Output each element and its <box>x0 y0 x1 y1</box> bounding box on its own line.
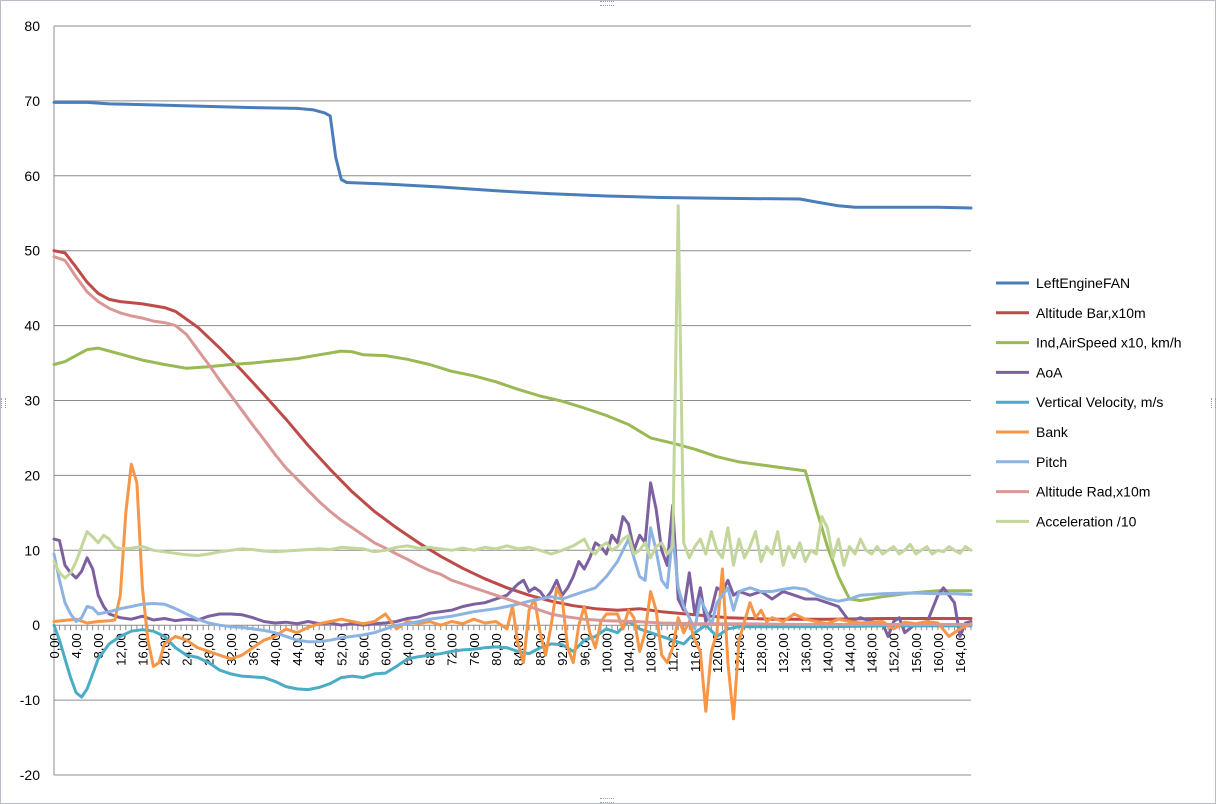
series-line-8 <box>52 204 973 580</box>
y-tick-label: 0 <box>32 617 40 633</box>
x-tick-label: 108,00 <box>644 633 659 673</box>
x-tick-label: 104,00 <box>622 633 637 673</box>
y-tick-label: 60 <box>24 168 40 184</box>
x-tick-label: 36,00 <box>246 633 261 666</box>
series-line-2 <box>52 346 973 602</box>
x-tick-label: 136,00 <box>798 633 813 673</box>
y-tick-label: -10 <box>20 692 40 708</box>
x-tick-label: 164,00 <box>953 633 968 673</box>
x-tick-label: 156,00 <box>909 633 924 673</box>
resize-handle-top[interactable] <box>600 1 614 6</box>
series-line-3 <box>52 481 973 638</box>
series-line-7 <box>52 255 973 626</box>
legend-label: Bank <box>1036 424 1069 440</box>
x-tick-label: 128,00 <box>754 633 769 673</box>
x-tick-label: 60,00 <box>378 633 393 666</box>
legend-label: Acceleration /10 <box>1036 513 1137 529</box>
legend-label: LeftEngineFAN <box>1036 275 1130 291</box>
y-tick-label: 40 <box>24 318 40 334</box>
x-tick-label: 116,00 <box>688 633 703 672</box>
x-tick-label: 4,00 <box>69 633 84 658</box>
legend-label: Ind,AirSpeed x10, km/h <box>1036 335 1182 351</box>
legend-label: Vertical Velocity, m/s <box>1036 394 1163 410</box>
x-tick-label: 88,00 <box>533 633 548 666</box>
x-tick-label: 48,00 <box>312 633 327 666</box>
x-axis: 0,00 4,00 8,00 12,00 16,00 20,00 24,00 28,00 32,… <box>47 625 972 673</box>
series-lines <box>52 100 973 721</box>
x-tick-label: 160,00 <box>931 633 946 673</box>
x-tick-label: 152,00 <box>887 633 902 673</box>
legend-label: Pitch <box>1036 454 1067 470</box>
x-tick-label: 140,00 <box>820 633 835 673</box>
x-tick-label: 32,00 <box>224 633 239 666</box>
y-tick-label: 20 <box>24 467 40 483</box>
x-tick-label: 148,00 <box>865 633 880 673</box>
legend: LeftEngineFAN Altitude Bar,x10m Ind,AirSpe… <box>996 275 1182 529</box>
x-tick-label: 100,00 <box>599 633 614 673</box>
series-line-5 <box>52 462 973 721</box>
y-axis: -20 -10 0 10 20 30 40 50 60 70 80 <box>20 18 55 783</box>
x-tick-label: 56,00 <box>356 633 371 666</box>
x-tick-label: 144,00 <box>842 633 857 673</box>
x-tick-label: 80,00 <box>489 633 504 666</box>
legend-label: AoA <box>1036 364 1063 380</box>
series-line-1 <box>52 249 973 621</box>
x-tick-label: 8,00 <box>91 633 106 658</box>
legend-label: Altitude Bar,x10m <box>1036 305 1146 321</box>
y-tick-label: 50 <box>24 243 40 259</box>
x-tick-label: 68,00 <box>423 633 438 666</box>
x-tick-label: 72,00 <box>445 633 460 666</box>
x-tick-label: 28,00 <box>202 633 217 666</box>
series-line-0 <box>52 100 973 210</box>
legend-label: Altitude Rad,x10m <box>1036 484 1150 500</box>
y-tick-label: 80 <box>24 18 40 34</box>
resize-handle-left[interactable] <box>1 398 6 408</box>
y-tick-label: 70 <box>24 93 40 109</box>
x-tick-label: 52,00 <box>334 633 349 666</box>
series-line-4 <box>52 620 973 699</box>
x-tick-label: 40,00 <box>268 633 283 666</box>
y-tick-label: 10 <box>24 542 40 558</box>
x-tick-label: 96,00 <box>577 633 592 666</box>
x-tick-label: 132,00 <box>776 633 791 673</box>
y-tick-label: -20 <box>20 767 40 783</box>
x-tick-label: 12,00 <box>113 633 128 666</box>
resize-handle-bottom[interactable] <box>600 798 614 803</box>
y-tick-label: 30 <box>24 393 40 409</box>
